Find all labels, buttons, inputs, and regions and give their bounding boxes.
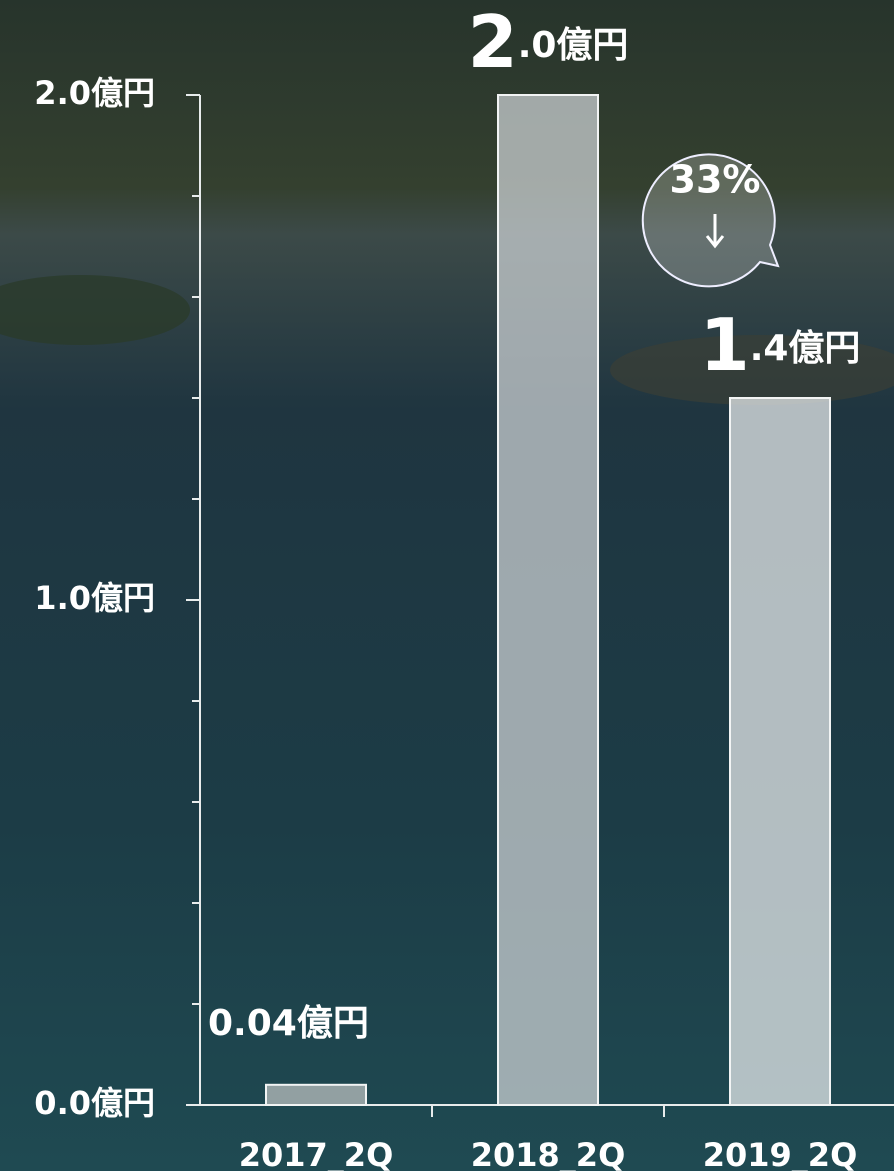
island (0, 275, 190, 345)
value-label: 1.4億円 (700, 303, 861, 387)
y-tick-label: 0.0億円 (34, 1084, 155, 1122)
island (610, 335, 894, 405)
bar (729, 397, 831, 1106)
y-tick-label: 1.0億円 (34, 579, 155, 617)
value-label: 0.04億円 (208, 1003, 369, 1044)
bar (265, 1083, 367, 1107)
plot: 0.0億円 1.0億円 2.0億円 2017_2Q 0.04億円 2018_2Q 2.0億円… (34, 0, 894, 1174)
x-tick-label: 2017_2Q (239, 1136, 394, 1171)
annotation-bubble: 33% (641, 153, 780, 288)
value-label: 2.0億円 (468, 0, 629, 84)
x-tick-label: 2019_2Q (703, 1136, 858, 1171)
bar (497, 94, 599, 1106)
x-tick-label: 2018_2Q (471, 1136, 626, 1171)
down-arrow (705, 214, 725, 249)
bubble (641, 153, 780, 288)
annotation-text: 33% (670, 158, 761, 202)
y-tick-label: 2.0億円 (34, 74, 155, 112)
